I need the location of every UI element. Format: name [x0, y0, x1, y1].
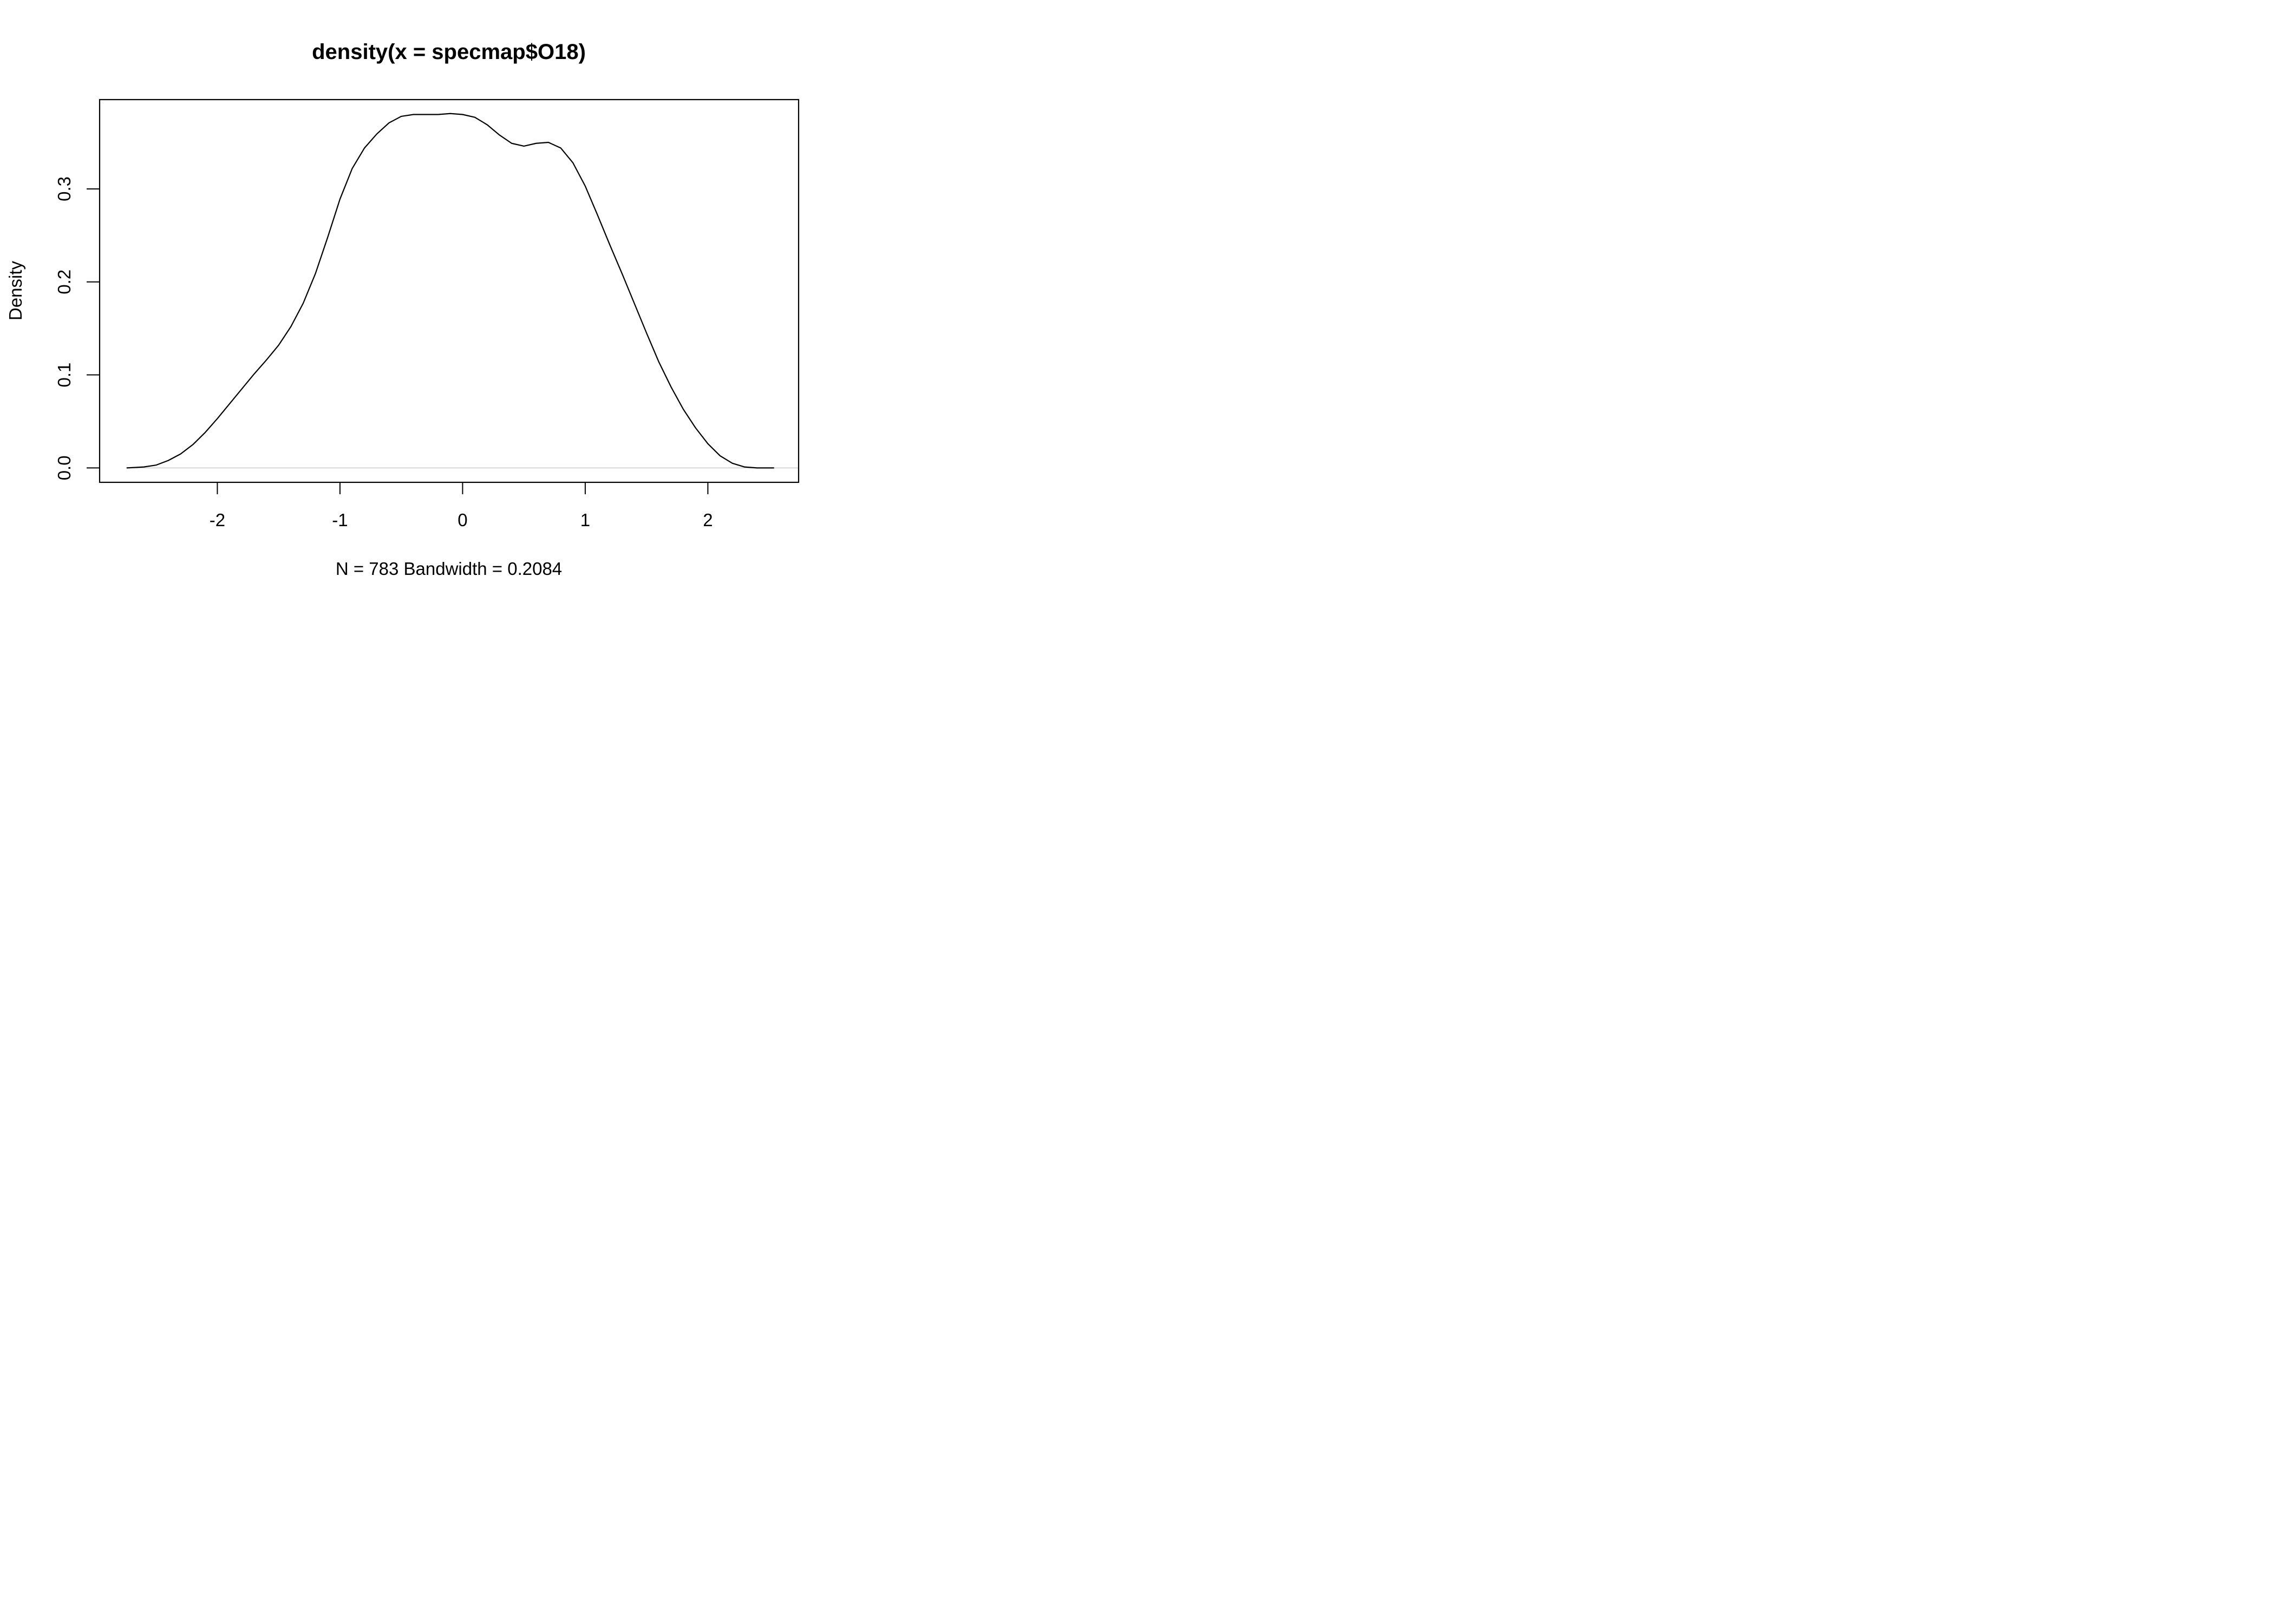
y-tick-label: 0.1 [54, 363, 74, 388]
x-tick-label: 2 [703, 510, 713, 530]
density-chart: density(x = specmap$O18) -2 -1 0 1 2 0.00.10… [5, 40, 800, 579]
x-tick-label: -1 [332, 510, 348, 530]
y-tick-label: 0.3 [54, 176, 74, 201]
x-tick-label: 1 [580, 510, 590, 530]
y-axis-label: Density [5, 260, 25, 320]
chart-title: density(x = specmap$O18) [312, 40, 586, 64]
x-axis: -2 -1 0 1 2 [210, 482, 713, 530]
x-tick-label: 0 [458, 510, 467, 530]
density-curve [126, 113, 774, 469]
y-axis: 0.0 0.1 0.2 0.3 [54, 176, 100, 480]
x-axis-label: N = 783 Bandwidth = 0.2084 [336, 559, 562, 579]
x-tick-label: -2 [210, 510, 225, 530]
y-tick-label: 0.0 [54, 455, 74, 480]
y-tick-label: 0.2 [54, 270, 74, 294]
